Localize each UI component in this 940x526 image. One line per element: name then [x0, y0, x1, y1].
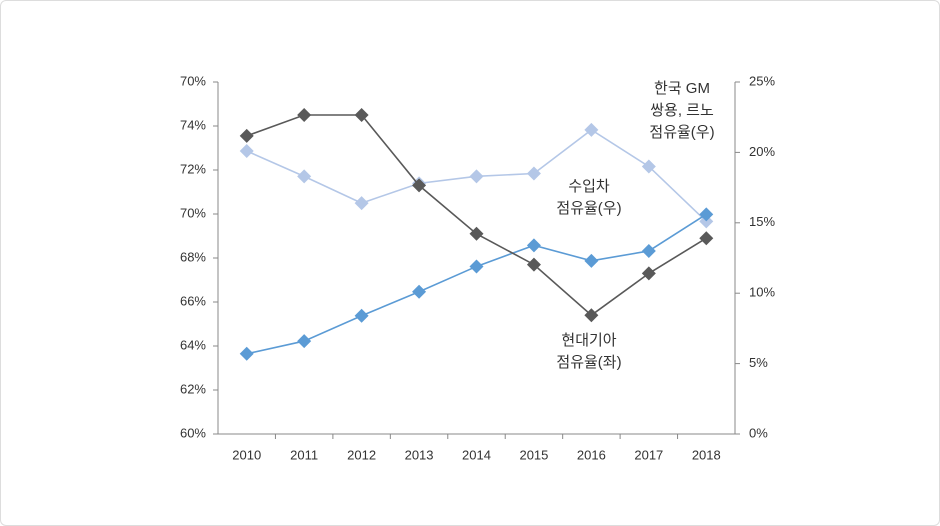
marker	[526, 238, 541, 253]
annotation: 점유율(우)	[649, 124, 714, 141]
marker	[354, 196, 369, 211]
annotation: 한국 GM	[654, 80, 710, 97]
marker	[584, 308, 599, 323]
y-tick-label: 60%	[180, 425, 206, 440]
y2-tick-label: 5%	[749, 355, 768, 370]
y2-tick-label: 20%	[749, 144, 775, 159]
marker	[641, 159, 656, 174]
marker	[641, 243, 656, 258]
y-tick-label: 66%	[180, 293, 206, 308]
y2-tick-label: 10%	[749, 285, 775, 300]
annotation: 수입차	[568, 178, 610, 195]
marker	[297, 108, 312, 122]
annotation: 점유율(좌)	[556, 354, 621, 371]
marker	[469, 259, 484, 274]
marker	[297, 169, 312, 184]
marker	[641, 266, 656, 281]
y-tick-label: 68%	[180, 249, 206, 264]
marker	[699, 231, 714, 246]
marker	[239, 346, 254, 361]
x-tick-label: 2015	[519, 447, 548, 462]
marker	[526, 166, 541, 181]
y2-tick-label: 25%	[749, 73, 775, 88]
annotation: 점유율(우)	[556, 200, 621, 217]
y-tick-label: 72%	[180, 161, 206, 176]
y-tick-label: 74%	[180, 117, 206, 132]
x-tick-label: 2010	[232, 447, 261, 462]
marker	[297, 334, 312, 349]
annotation: 현대기아	[561, 332, 616, 349]
marker	[412, 284, 427, 299]
marker	[526, 257, 541, 272]
x-tick-label: 2017	[634, 447, 663, 462]
marker	[469, 226, 484, 241]
marker	[239, 128, 254, 143]
y-tick-label: 70%	[180, 73, 206, 88]
y2-tick-label: 15%	[749, 214, 775, 229]
y-tick-label: 62%	[180, 381, 206, 396]
x-tick-label: 2013	[405, 447, 434, 462]
series-line	[246, 114, 707, 317]
marker	[699, 207, 714, 222]
x-tick-label: 2011	[290, 447, 318, 462]
marker	[412, 178, 427, 193]
y-tick-label: 64%	[180, 337, 206, 352]
x-tick-label: 2016	[577, 447, 606, 462]
marker	[584, 253, 599, 268]
y-tick-label: 70%	[180, 205, 206, 220]
marker	[354, 308, 369, 323]
x-tick-label: 2012	[347, 447, 376, 462]
annotation: 쌍용, 르노	[650, 102, 714, 119]
marker	[584, 122, 599, 137]
marker	[469, 169, 484, 184]
x-tick-label: 2018	[692, 447, 721, 462]
marker	[239, 143, 254, 158]
y2-tick-label: 0%	[749, 425, 768, 440]
marker	[699, 214, 714, 229]
x-tick-label: 2014	[462, 447, 491, 462]
marker	[354, 108, 369, 122]
